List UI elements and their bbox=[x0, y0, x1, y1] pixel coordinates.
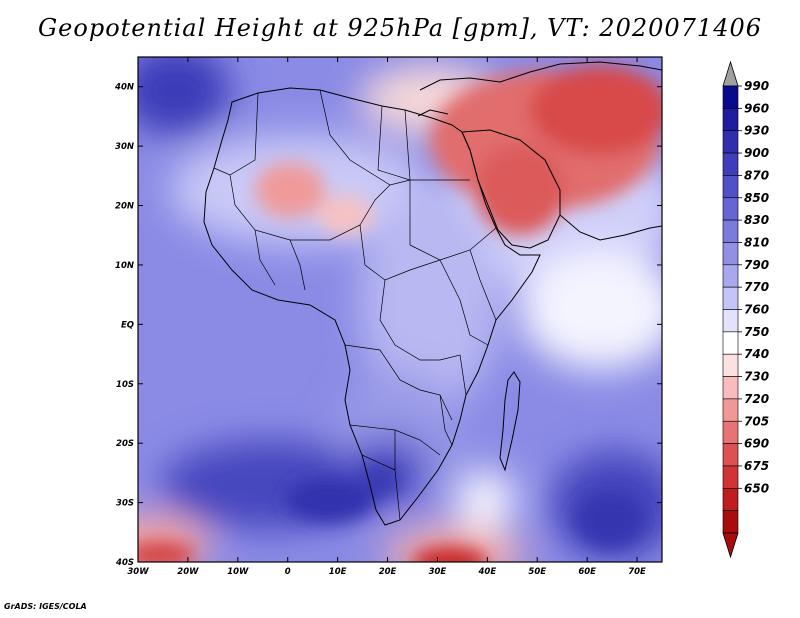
y-tick-label: EQ bbox=[121, 320, 134, 330]
colorbar-label: 770 bbox=[744, 280, 769, 294]
colorbar-swatch bbox=[722, 242, 739, 266]
colorbar: 990 960 930 900 870 850 830 810 790 770 760 750 740 7… bbox=[722, 60, 769, 559]
colorbar-swatch bbox=[722, 152, 739, 176]
colorbar-swatch bbox=[722, 353, 739, 377]
y-tick-label: 10S bbox=[116, 380, 134, 390]
x-tick-label: 60E bbox=[578, 567, 596, 577]
x-tick-label: 40E bbox=[478, 567, 497, 577]
colorbar-label: 960 bbox=[744, 101, 769, 115]
colorbar-swatch bbox=[722, 465, 739, 489]
colorbar-swatch bbox=[722, 398, 739, 422]
colorbar-swatch bbox=[722, 331, 739, 355]
colorbar-label: 675 bbox=[744, 459, 769, 473]
y-tick-label: 10N bbox=[115, 261, 134, 271]
colorbar-swatch bbox=[722, 197, 739, 221]
x-tick-label: 30W bbox=[127, 567, 149, 577]
colorbar-label: 930 bbox=[744, 124, 769, 138]
colorbar-swatch bbox=[722, 130, 739, 154]
colorbar-top-arrow bbox=[722, 60, 739, 87]
colorbar-swatch bbox=[722, 443, 739, 467]
grads-credit: GrADS: IGES/COLA bbox=[4, 602, 87, 611]
colorbar-label: 790 bbox=[744, 258, 769, 272]
colorbar-label: 740 bbox=[744, 347, 769, 361]
colorbar-label: 850 bbox=[744, 191, 769, 205]
y-tick-label: 20S bbox=[116, 439, 134, 449]
colorbar-label: 720 bbox=[744, 392, 769, 406]
y-tick-label: 40N bbox=[114, 83, 134, 93]
colorbar-swatch bbox=[722, 420, 739, 444]
y-tick-label: 20N bbox=[115, 202, 134, 212]
x-tick-label: 70E bbox=[628, 567, 646, 577]
x-tick-label: 50E bbox=[528, 567, 546, 577]
colorbar-swatch bbox=[722, 510, 739, 534]
colorbar-label: 830 bbox=[744, 213, 769, 227]
colorbar-swatch bbox=[722, 264, 739, 288]
x-tick-label: 20E bbox=[379, 567, 397, 577]
borders bbox=[213, 89, 497, 521]
x-tick-label: 10E bbox=[329, 567, 347, 577]
colorbar-label: 705 bbox=[744, 414, 769, 428]
colorbar-swatch bbox=[722, 219, 739, 243]
y-tick-label: 30S bbox=[116, 499, 134, 509]
colorbar-swatch bbox=[722, 309, 739, 333]
colorbar-label: 760 bbox=[744, 303, 769, 317]
map-frame bbox=[137, 56, 663, 563]
x-tick-label: 30E bbox=[429, 567, 447, 577]
colorbar-label: 750 bbox=[744, 325, 769, 339]
y-tick-label: 40S bbox=[115, 558, 134, 568]
colorbar-label: 650 bbox=[744, 481, 769, 495]
x-tick-label: 20W bbox=[177, 567, 199, 577]
colorbar-swatch bbox=[722, 376, 739, 400]
colorbar-label: 690 bbox=[744, 437, 769, 451]
colorbar-swatch bbox=[722, 286, 739, 310]
coastlines bbox=[203, 61, 662, 526]
x-tick-label: 10W bbox=[227, 567, 249, 577]
colorbar-bottom-arrow bbox=[722, 532, 739, 559]
colorbar-swatch bbox=[722, 487, 739, 511]
y-tick-label: 30N bbox=[115, 142, 134, 152]
height-field bbox=[138, 57, 662, 562]
colorbar-label: 810 bbox=[744, 235, 769, 249]
colorbar-label: 870 bbox=[744, 168, 769, 182]
colorbar-swatch bbox=[722, 85, 739, 109]
map-title: Geopotential Height at 925hPa [gpm], VT:… bbox=[38, 14, 762, 42]
colorbar-label: 730 bbox=[744, 370, 769, 384]
colorbar-label: 900 bbox=[744, 146, 769, 160]
x-tick-label: 0 bbox=[285, 567, 291, 577]
colorbar-swatch bbox=[722, 175, 739, 199]
colorbar-swatch bbox=[722, 108, 739, 131]
axis-ticks: 30W 20W 10W 0 10E 20E 30E 40E 50E 60E 70E 40N 30N 20N… bbox=[114, 57, 662, 577]
colorbar-label: 990 bbox=[744, 79, 769, 93]
